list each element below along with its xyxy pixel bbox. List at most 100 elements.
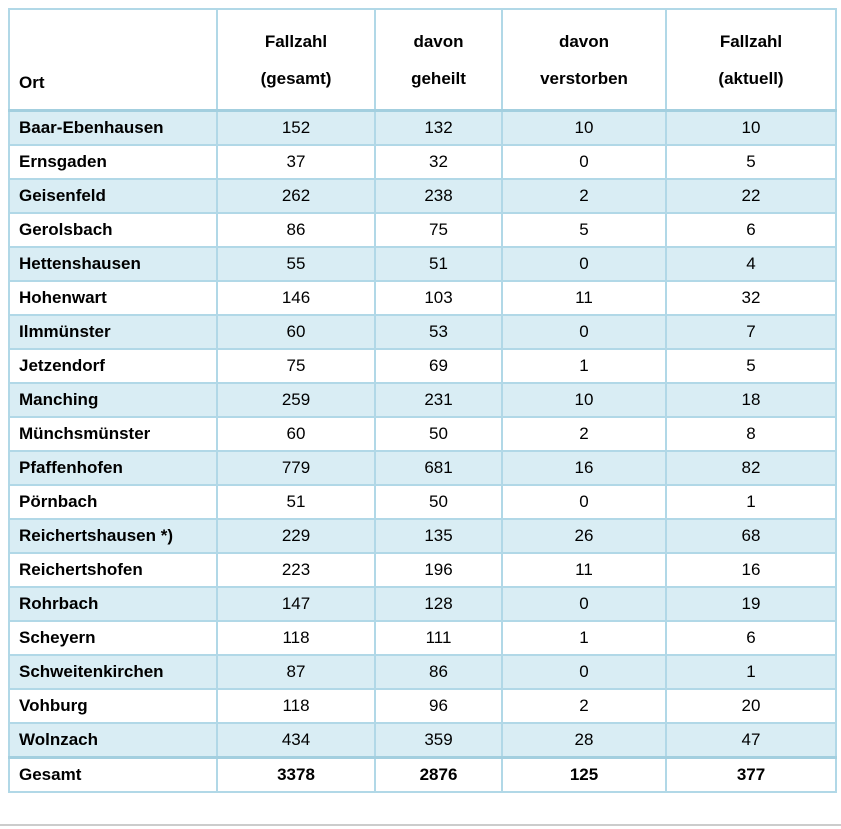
aktuell-cell: 6 (665, 212, 837, 248)
verstorben-cell: 0 (501, 484, 667, 520)
verstorben-cell: 0 (501, 654, 667, 690)
ort-cell: Münchsmünster (8, 416, 218, 452)
aktuell-cell: 19 (665, 586, 837, 622)
geheilt-cell: 128 (374, 586, 503, 622)
aktuell-cell: 20 (665, 688, 837, 724)
aktuell-cell: 7 (665, 314, 837, 350)
column-header-ort: Ort (8, 8, 218, 112)
ort-cell: Wolnzach (8, 722, 218, 759)
gesamt-cell: 229 (216, 518, 376, 554)
verstorben-cell: 0 (501, 246, 667, 282)
total-geheilt-cell: 2876 (374, 756, 503, 793)
ort-cell: Ilmmünster (8, 314, 218, 350)
geheilt-cell: 359 (374, 722, 503, 759)
aktuell-cell: 6 (665, 620, 837, 656)
table-row: Reichertshausen *) 229 135 26 68 (8, 518, 837, 554)
table-row: Hohenwart 146 103 11 32 (8, 280, 837, 316)
total-verstorben-cell: 125 (501, 756, 667, 793)
ort-cell: Vohburg (8, 688, 218, 724)
table-row: Hettenshausen 55 51 0 4 (8, 246, 837, 282)
geheilt-cell: 103 (374, 280, 503, 316)
gesamt-cell: 118 (216, 620, 376, 656)
verstorben-cell: 26 (501, 518, 667, 554)
verstorben-cell: 11 (501, 280, 667, 316)
gesamt-cell: 259 (216, 382, 376, 418)
geheilt-cell: 50 (374, 416, 503, 452)
table-header-row: Ort Fallzahl (gesamt) davon geheilt davo (8, 8, 837, 112)
column-header-davon-geheilt: davon geheilt (374, 8, 503, 112)
table-total-row: Gesamt 3378 2876 125 377 (8, 756, 837, 793)
table-row: Baar-Ebenhausen 152 132 10 10 (8, 109, 837, 146)
verstorben-cell: 11 (501, 552, 667, 588)
table-row: Geisenfeld 262 238 2 22 (8, 178, 837, 214)
gesamt-cell: 223 (216, 552, 376, 588)
verstorben-cell: 1 (501, 620, 667, 656)
geheilt-cell: 238 (374, 178, 503, 214)
ort-cell: Rohrbach (8, 586, 218, 622)
ort-cell: Manching (8, 382, 218, 418)
aktuell-cell: 5 (665, 348, 837, 384)
header-line: Fallzahl (264, 31, 328, 51)
verstorben-cell: 28 (501, 722, 667, 759)
table-row: Schweitenkirchen 87 86 0 1 (8, 654, 837, 690)
gesamt-cell: 86 (216, 212, 376, 248)
table-row: Jetzendorf 75 69 1 5 (8, 348, 837, 384)
aktuell-cell: 4 (665, 246, 837, 282)
gesamt-cell: 262 (216, 178, 376, 214)
aktuell-cell: 5 (665, 144, 837, 180)
verstorben-cell: 0 (501, 144, 667, 180)
gesamt-cell: 152 (216, 109, 376, 146)
table-row: Pörnbach 51 50 0 1 (8, 484, 837, 520)
verstorben-cell: 0 (501, 314, 667, 350)
geheilt-cell: 681 (374, 450, 503, 486)
verstorben-cell: 2 (501, 178, 667, 214)
aktuell-cell: 47 (665, 722, 837, 759)
ort-cell: Pfaffenhofen (8, 450, 218, 486)
geheilt-cell: 51 (374, 246, 503, 282)
table-row: Rohrbach 147 128 0 19 (8, 586, 837, 622)
geheilt-cell: 75 (374, 212, 503, 248)
geheilt-cell: 111 (374, 620, 503, 656)
geheilt-cell: 53 (374, 314, 503, 350)
verstorben-cell: 16 (501, 450, 667, 486)
table-row: Vohburg 118 96 2 20 (8, 688, 837, 724)
ort-cell: Hohenwart (8, 280, 218, 316)
verstorben-cell: 2 (501, 416, 667, 452)
gesamt-cell: 146 (216, 280, 376, 316)
table-row: Ernsgaden 37 32 0 5 (8, 144, 837, 180)
ort-cell: Geisenfeld (8, 178, 218, 214)
table-row: Münchsmünster 60 50 2 8 (8, 416, 837, 452)
gesamt-cell: 434 (216, 722, 376, 759)
ort-cell: Gerolsbach (8, 212, 218, 248)
gesamt-cell: 87 (216, 654, 376, 690)
total-label-cell: Gesamt (8, 756, 218, 793)
aktuell-cell: 22 (665, 178, 837, 214)
table-row: Gerolsbach 86 75 5 6 (8, 212, 837, 248)
table-row: Manching 259 231 10 18 (8, 382, 837, 418)
aktuell-cell: 82 (665, 450, 837, 486)
column-header-davon-verstorben: davon verstorben (501, 8, 667, 112)
gesamt-cell: 51 (216, 484, 376, 520)
gesamt-cell: 75 (216, 348, 376, 384)
gesamt-cell: 779 (216, 450, 376, 486)
total-aktuell-cell: 377 (665, 756, 837, 793)
geheilt-cell: 135 (374, 518, 503, 554)
header-line: davon (413, 31, 464, 51)
verstorben-cell: 2 (501, 688, 667, 724)
geheilt-cell: 32 (374, 144, 503, 180)
ort-cell: Reichertshofen (8, 552, 218, 588)
header-line: davon (558, 31, 610, 51)
table-row: Scheyern 118 111 1 6 (8, 620, 837, 656)
ort-cell: Pörnbach (8, 484, 218, 520)
geheilt-cell: 86 (374, 654, 503, 690)
geheilt-cell: 132 (374, 109, 503, 146)
verstorben-cell: 10 (501, 109, 667, 146)
geheilt-cell: 50 (374, 484, 503, 520)
page-divider-line (0, 824, 841, 826)
gesamt-cell: 118 (216, 688, 376, 724)
aktuell-cell: 68 (665, 518, 837, 554)
column-header-fallzahl-aktuell: Fallzahl (aktuell) (665, 8, 837, 112)
aktuell-cell: 1 (665, 654, 837, 690)
header-line: (gesamt) (260, 68, 332, 88)
